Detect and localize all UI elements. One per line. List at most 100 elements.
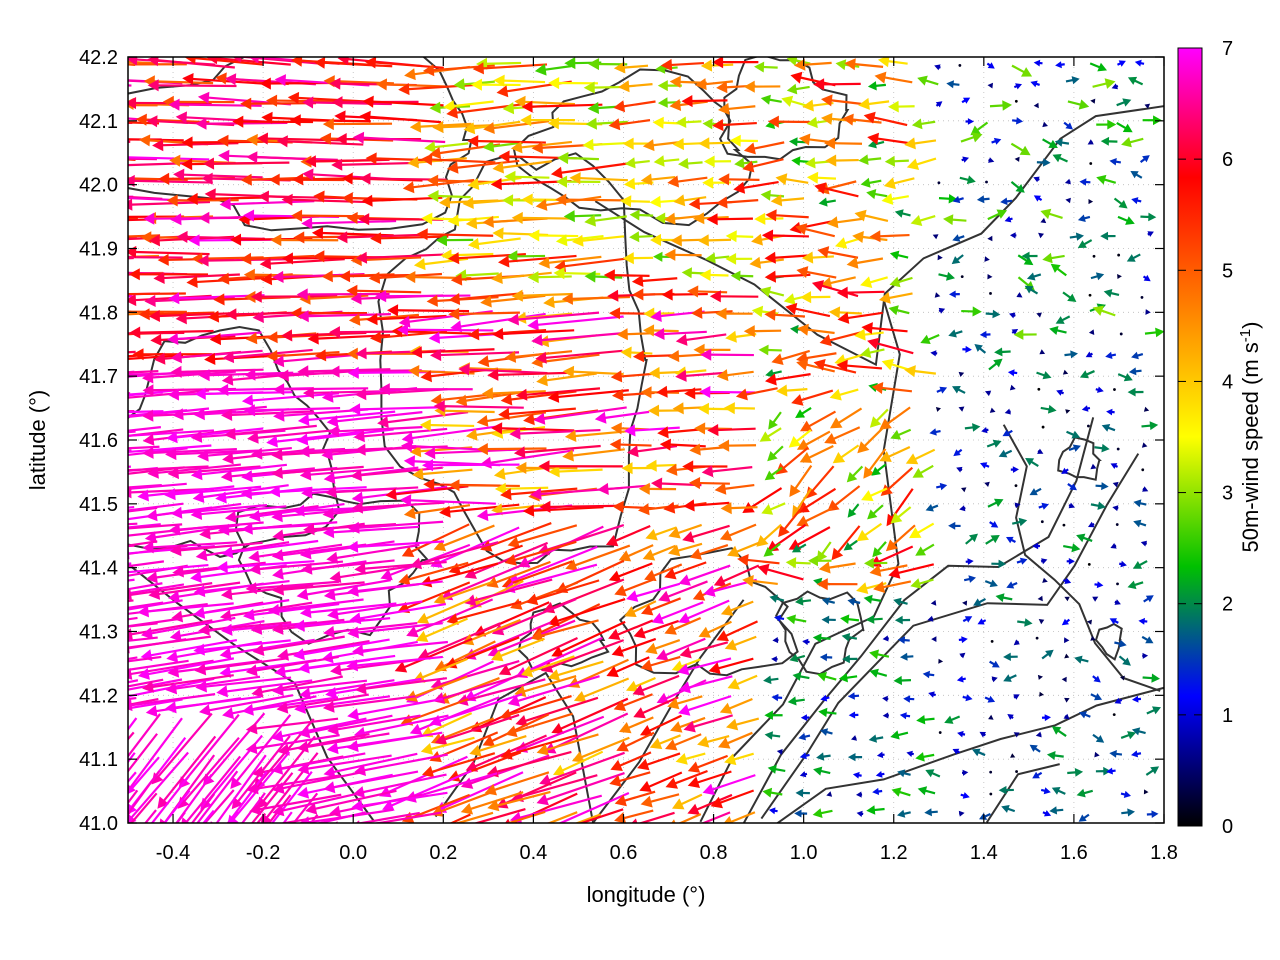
wind-arrow [1013,639,1020,646]
wind-arrow [128,678,183,691]
wind-arrow [821,94,862,107]
wind-arrow [762,787,783,798]
wind-arrow [881,193,909,205]
wind-arrow [434,713,520,745]
wind-arrow [1101,424,1116,432]
wind-arrow [1064,596,1070,602]
wind-arrow [829,388,859,401]
wind-arrow [419,419,475,432]
wind-arrow [893,675,912,686]
wind-arrow [538,460,623,473]
wind-arrow [505,810,546,823]
wind-arrow [245,717,339,735]
wind-arrow [128,103,134,107]
wind-arrow [789,465,813,497]
wind-arrow [144,809,157,823]
wind-arrow [948,329,963,338]
wind-arrow [1064,178,1071,185]
wind-arrow [491,503,550,516]
wind-arrow [1046,751,1064,760]
wind-arrow [1035,636,1039,640]
wind-arrow [505,712,573,738]
wind-arrow [861,487,888,502]
wind-arrow [613,693,653,712]
wind-arrow [1001,805,1016,813]
wind-arrow [398,561,469,586]
wind-arrow [137,602,234,618]
wind-arrow [243,404,341,417]
wind-arrow [382,769,472,811]
wind-arrow [714,482,755,495]
wind-arrow [378,383,473,396]
wind-arrow [1119,332,1123,336]
wind-arrow [904,365,936,378]
wind-arrow [1134,59,1145,67]
wind-arrow [216,560,315,574]
wind-arrow [224,424,317,440]
wind-arrow [297,410,396,426]
wind-arrow [1049,806,1064,815]
wind-arrow [1033,102,1039,109]
wind-arrow [467,135,546,148]
wind-arrow [232,115,314,128]
wind-arrow [150,775,190,823]
wind-arrow [506,250,546,263]
wind-arrow [1090,635,1096,641]
wind-arrow [743,80,781,93]
wind-arrow [1131,197,1142,205]
wind-arrow [1116,447,1120,451]
wind-arrow [128,678,164,688]
wind-arrow [249,560,344,575]
wind-arrow [142,541,238,554]
wind-arrow [984,579,998,588]
wind-arrow [498,637,578,676]
wind-arrow [433,580,494,605]
wind-arrow [852,771,862,779]
wind-arrow [128,544,135,548]
wind-arrow [1010,466,1019,473]
wind-arrow [1113,197,1128,209]
wind-arrow [987,235,993,242]
wind-arrow [245,655,339,677]
x-tick-label: -0.2 [246,842,280,864]
wind-arrow [498,254,577,268]
wind-arrow [925,504,939,512]
x-tick-label: 0.4 [519,842,547,864]
wind-arrow [864,557,888,569]
wind-arrow [449,813,471,823]
wind-arrow [821,597,836,606]
wind-arrow [800,410,837,432]
wind-arrow [521,100,603,113]
wind-arrow [943,214,967,226]
wind-arrow [645,639,681,655]
wind-arrow [1118,560,1127,568]
wind-arrow [128,426,161,432]
wind-arrow [671,813,702,823]
wind-arrow [985,535,1000,545]
wind-arrow [282,252,365,265]
wind-arrow [651,601,704,624]
wind-arrow [1042,810,1052,817]
wind-arrow [128,465,209,472]
wind-arrow [128,655,162,663]
wind-arrow [698,137,731,150]
wind-arrow [1006,581,1018,589]
wind-arrow [987,274,993,280]
wind-arrow [448,292,524,305]
wind-arrow [1040,787,1051,795]
wind-arrow [241,392,340,407]
wind-arrow [507,524,578,549]
wind-arrow [195,676,292,693]
wind-arrow [476,411,547,427]
wind-arrow [629,231,654,243]
wind-arrow [196,770,239,823]
wind-arrow [920,333,940,344]
wind-arrow [1039,691,1044,697]
wind-arrow [1127,387,1144,397]
wind-arrow [1121,137,1144,148]
wind-arrow [1033,59,1043,67]
wind-arrow [991,676,998,683]
wind-arrow [241,521,338,535]
wind-arrow [764,251,811,264]
wind-arrow [1088,329,1095,335]
